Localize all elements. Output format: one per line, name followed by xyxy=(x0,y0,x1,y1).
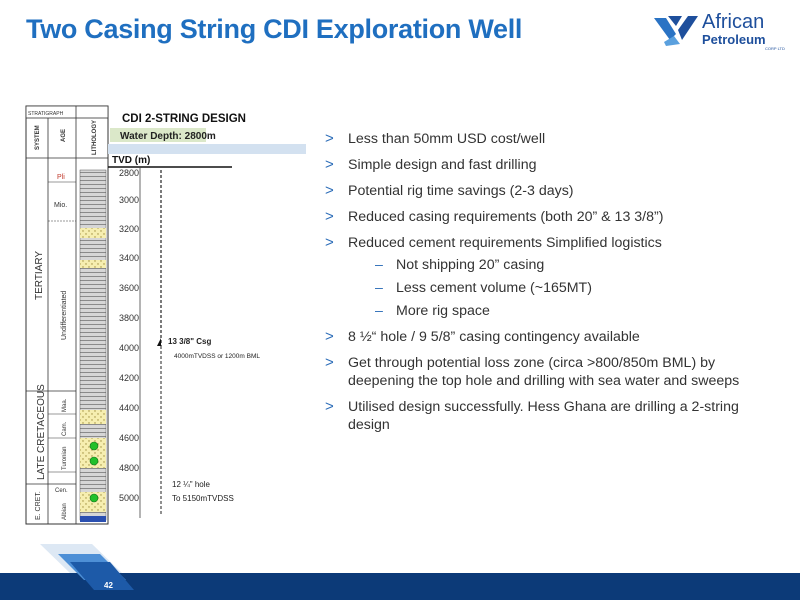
bullet-marker: > xyxy=(325,354,334,371)
slide-title: Two Casing String CDI Exploration Well xyxy=(26,14,523,44)
page-number: 42 xyxy=(104,581,113,590)
sub-bullet-marker: – xyxy=(375,303,383,319)
hole-note: To 5150mTVDSS xyxy=(172,494,234,503)
bullet-marker: > xyxy=(325,156,334,173)
bullet-text: Reduced cement requirements Simplified l… xyxy=(348,235,662,251)
bullet-marker: > xyxy=(325,328,334,345)
bullet-item: > Utilised design successfully. Hess Ghan… xyxy=(322,398,782,434)
depth-tick-label: 2800 xyxy=(119,168,139,178)
sub-bullet-text: Less cement volume (~165MT) xyxy=(396,280,592,296)
age-maa: Maa. xyxy=(62,398,68,412)
sub-bullet-marker: – xyxy=(375,280,383,296)
age-albian: Albian xyxy=(62,503,68,520)
bullet-item: > Get through potential loss zone (circa … xyxy=(322,354,782,390)
header-stratigraph: STRATIGRAPH xyxy=(28,111,64,117)
bullet-text: Get through potential loss zone (circa >… xyxy=(348,355,740,389)
tvd-label: TVD (m) xyxy=(112,155,150,166)
bullet-text: Reduced casing requirements (both 20” & … xyxy=(348,209,664,225)
bullet-item: >8 ½“ hole / 9 5/8” casing contingency a… xyxy=(322,328,782,346)
depth-axis: 2800 3000 3200 3400 3600 3800 4000 4200 … xyxy=(119,167,141,518)
well-schematic: 13 3/8" Csg 4000mTVDSS or 1200m BML 12 ¼… xyxy=(157,170,260,515)
sub-bullet-item: – Not shipping 20” casing xyxy=(348,256,782,274)
bullet-text: Utilised design successfully. Hess Ghana… xyxy=(348,399,739,433)
hole-label: 12 ¼" hole xyxy=(172,480,211,489)
footer-bar xyxy=(0,544,800,600)
company-logo: African Petroleum CORP LTD xyxy=(652,10,792,52)
water-depth: Water Depth: 2800m xyxy=(120,131,216,142)
bullet-marker: > xyxy=(325,234,334,251)
header-system: SYSTEM xyxy=(35,125,41,150)
bullet-item: > Reduced casing requirements (both 20” &… xyxy=(322,208,782,226)
depth-tick-label: 4000 xyxy=(119,343,139,353)
bullet-item: > Less than 50mm USD cost/well xyxy=(322,130,782,148)
bullet-text: Potential rig time savings (2-3 days) xyxy=(348,183,574,199)
bullet-item: > Potential rig time savings (2-3 days) xyxy=(322,182,782,200)
casing-label: 13 3/8" Csg xyxy=(168,337,211,346)
logo-text-corp: CORP LTD xyxy=(765,46,785,51)
bullet-text: Less than 50mm USD cost/well xyxy=(348,131,546,147)
system-early-cretaceous: E. CRET. xyxy=(35,491,42,520)
bullet-text: Simple design and fast drilling xyxy=(348,157,537,173)
hydrocarbon-marker-icon xyxy=(89,441,99,451)
age-cen: Cen. xyxy=(55,488,68,494)
sub-bullet-item: – More rig space xyxy=(348,302,782,320)
sub-bullet-item: – Less cement volume (~165MT) xyxy=(348,279,782,297)
bullet-list: > Less than 50mm USD cost/well > Simple des… xyxy=(322,130,782,442)
depth-tick-label: 4800 xyxy=(119,463,139,473)
hydrocarbon-marker-icon xyxy=(89,493,99,503)
age-pli: Pli xyxy=(57,174,65,181)
depth-tick-label: 5000 xyxy=(119,493,139,503)
casing-note: 4000mTVDSS or 1200m BML xyxy=(174,353,260,360)
design-title: CDI 2-STRING DESIGN xyxy=(122,113,246,125)
depth-tick-label: 4400 xyxy=(119,403,139,413)
hydrocarbon-marker-icon xyxy=(89,456,99,466)
system-late-cretaceous: LATE CRETACEOUS xyxy=(36,384,47,480)
logo-text-petroleum: Petroleum xyxy=(702,32,766,47)
header-age: AGE xyxy=(61,129,67,142)
logo-text-african: African xyxy=(702,11,765,33)
bullet-marker: > xyxy=(325,182,334,199)
bullet-item: > Reduced cement requirements Simplified … xyxy=(322,234,782,320)
bullet-marker: > xyxy=(325,208,334,225)
sub-bullet-text: More rig space xyxy=(396,303,490,319)
depth-tick-label: 3400 xyxy=(119,253,139,263)
depth-tick-label: 3200 xyxy=(119,224,139,234)
bullet-marker: > xyxy=(325,130,334,147)
sea-water-band xyxy=(108,144,306,154)
logo-mark-icon xyxy=(654,16,698,46)
sub-bullet-text: Not shipping 20” casing xyxy=(396,257,545,273)
well-design-diagram: STRATIGRAPH SYSTEM AGE LITHOLOGY TERTIAR… xyxy=(25,105,306,525)
depth-tick-label: 3600 xyxy=(119,283,139,293)
water-depth-box xyxy=(110,128,206,142)
depth-tick-label: 3800 xyxy=(119,313,139,323)
depth-tick-label: 4600 xyxy=(119,433,139,443)
age-mio: Mio. xyxy=(54,202,67,209)
bullet-marker: > xyxy=(325,398,334,415)
header-lithology: LITHOLOGY xyxy=(92,120,98,155)
age-undifferentiated: Undifferentiated xyxy=(61,291,68,340)
sub-bullet-marker: – xyxy=(375,257,383,273)
system-tertiary: TERTIARY xyxy=(34,251,45,300)
lithology-column xyxy=(79,169,107,522)
age-cam: Cam. xyxy=(62,421,68,436)
casing-shoe-icon xyxy=(157,338,161,346)
bullet-text: 8 ½“ hole / 9 5/8” casing contingency av… xyxy=(348,329,640,345)
bullet-item: > Simple design and fast drilling xyxy=(322,156,782,174)
sub-bullet-list: – Not shipping 20” casing – Less cement vol… xyxy=(348,256,782,320)
depth-tick-label: 4200 xyxy=(119,373,139,383)
depth-tick-label: 3000 xyxy=(119,195,139,205)
age-turonian: Turonian xyxy=(62,447,68,470)
